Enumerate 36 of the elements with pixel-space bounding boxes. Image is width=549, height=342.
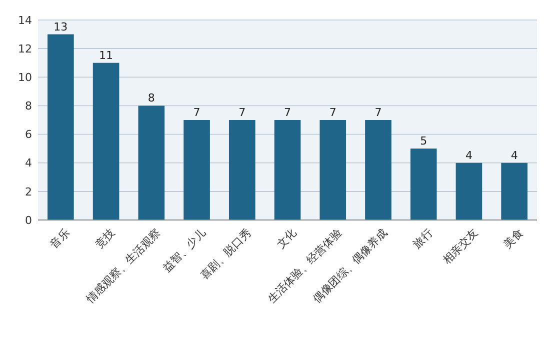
- data-label: 11: [99, 48, 114, 62]
- y-tick-label: 4: [25, 156, 32, 170]
- x-tick-label: 文化: [274, 226, 300, 252]
- y-tick-label: 2: [25, 185, 32, 198]
- data-label: 7: [193, 106, 200, 119]
- bar: [92, 62, 120, 220]
- bar: [320, 120, 346, 220]
- data-label: 13: [54, 20, 68, 34]
- bar: [365, 120, 392, 220]
- data-label: 7: [284, 106, 291, 119]
- y-tick-label: 10: [18, 70, 32, 84]
- x-tick-label: 相亲交友: [440, 226, 481, 267]
- x-tick-label: 音乐: [48, 226, 72, 252]
- bar: [410, 148, 437, 220]
- data-label: 7: [238, 106, 246, 119]
- data-label: 7: [329, 106, 336, 119]
- bar: [456, 162, 482, 220]
- x-tick-label: 旅行: [410, 226, 436, 252]
- bar: [501, 162, 528, 220]
- data-label: 5: [420, 134, 428, 148]
- bar: [184, 120, 210, 220]
- x-tick-label: 美食: [501, 226, 526, 252]
- data-label: 8: [148, 92, 155, 105]
- bar: [48, 34, 74, 220]
- y-tick-label: 14: [18, 14, 32, 27]
- bar: [274, 120, 301, 220]
- x-tick-label: 竞技: [92, 226, 118, 252]
- y-tick-label: 8: [25, 100, 32, 113]
- data-label: 4: [465, 148, 472, 162]
- data-label: 7: [374, 106, 382, 119]
- y-tick-label: 12: [18, 42, 32, 56]
- y-tick-label: 0: [25, 214, 32, 227]
- y-tick-label: 6: [25, 128, 32, 142]
- bar: [228, 120, 256, 220]
- bar: [138, 106, 165, 220]
- data-label: 4: [510, 148, 518, 162]
